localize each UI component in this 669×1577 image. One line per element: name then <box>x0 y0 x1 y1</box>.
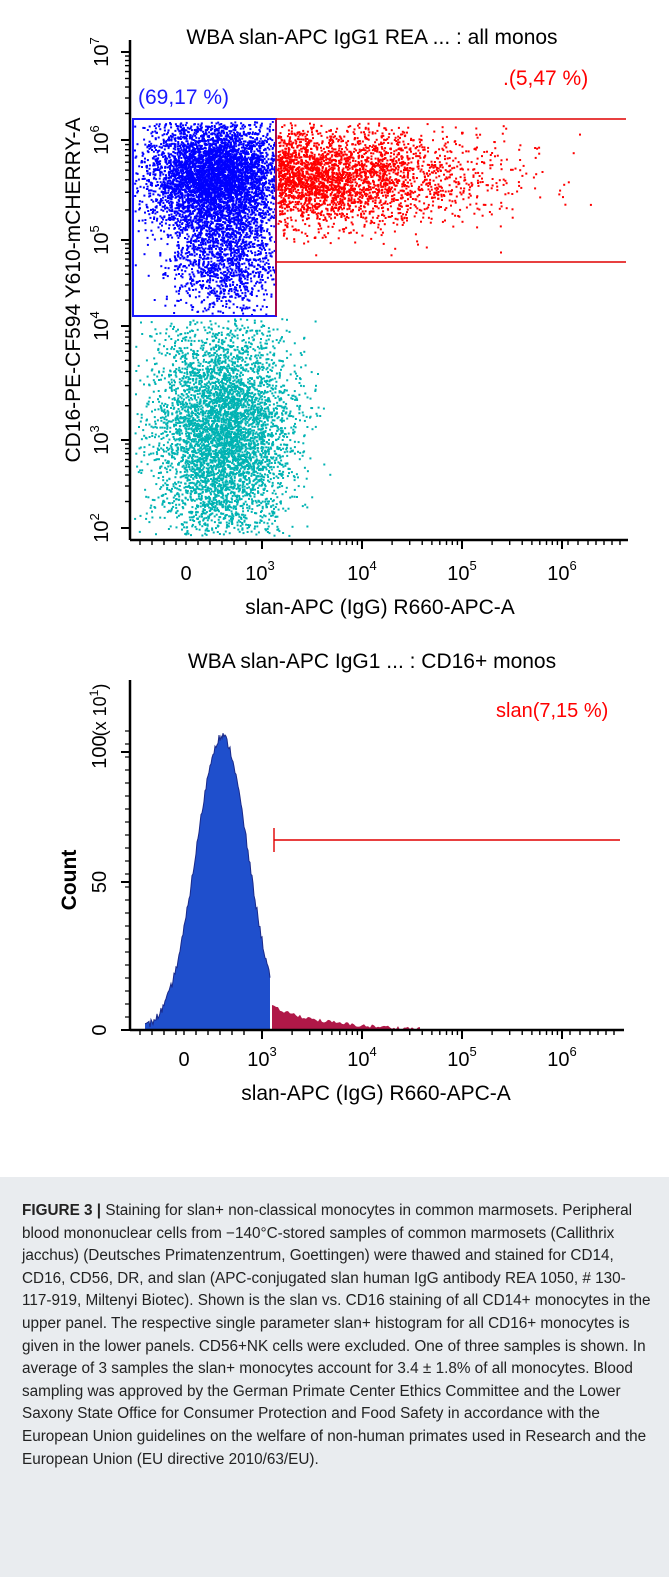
y-tick-label: 106 <box>87 125 113 154</box>
histogram-x-label: slan-APC (IgG) R660-APC-A <box>241 1082 511 1105</box>
y-tick-label: 103 <box>87 425 113 454</box>
x-tick-label: 106 <box>547 558 576 585</box>
x-tick-label: 105 <box>447 558 476 585</box>
histogram-positive-area <box>272 1005 420 1030</box>
population-cyan <box>134 318 331 537</box>
gate-red-label: .(5,47 %) <box>503 67 588 90</box>
scatter-x-ticks <box>140 540 620 549</box>
histogram-y-ticks <box>121 731 130 1030</box>
x-tick-label: 0 <box>178 1049 189 1071</box>
scatter-x-label: slan-APC (IgG) R660-APC-A <box>245 596 515 619</box>
histogram-y-label: Count <box>58 850 81 911</box>
figure-caption: FIGURE 3 | Staining for slan+ non-classi… <box>22 1200 652 1471</box>
y-tick-label: 50 <box>89 871 111 893</box>
scatter-x-tick-labels: 0 103 104 105 106 <box>180 558 576 585</box>
caption-text: Staining for slan+ non-classical monocyt… <box>22 1202 650 1468</box>
population-blue <box>134 121 276 316</box>
histogram-x-ticks <box>140 1030 614 1039</box>
slan-gate-label: slan(7,15 %) <box>496 700 608 722</box>
histogram-title: WBA slan-APC IgG1 ... : CD16+ monos <box>188 650 556 673</box>
y-tick-label: 100 <box>89 735 111 768</box>
x-tick-label: 104 <box>347 558 376 585</box>
scatter-panel: WBA slan-APC IgG1 REA ... : all monos (6… <box>62 26 628 619</box>
histogram-panel: WBA slan-APC IgG1 ... : CD16+ monos slan… <box>58 650 624 1105</box>
x-tick-label: 105 <box>447 1044 476 1071</box>
population-red <box>277 122 592 256</box>
figure-label: FIGURE 3 | <box>22 1202 101 1219</box>
y-tick-label: 105 <box>87 225 113 254</box>
x-tick-label: 0 <box>180 563 191 585</box>
scatter-y-label: CD16-PE-CF594 Y610-mCHERRY-A <box>62 117 85 462</box>
y-tick-label: 0 <box>89 1024 111 1035</box>
x-tick-label: 103 <box>247 1044 276 1071</box>
figure-svg: WBA slan-APC IgG1 REA ... : all monos (6… <box>0 0 669 1180</box>
histogram-y-tick-labels: 0 50 100 <box>89 735 111 1035</box>
histogram-y-multiplier: (x 101) <box>87 684 110 737</box>
x-tick-label: 103 <box>245 558 274 585</box>
x-tick-label: 106 <box>547 1044 576 1071</box>
x-tick-label: 104 <box>347 1044 376 1071</box>
y-tick-label: 104 <box>87 311 113 340</box>
scatter-y-tick-labels: 102 103 104 105 106 107 <box>87 37 113 542</box>
scatter-title: WBA slan-APC IgG1 REA ... : all monos <box>186 26 557 49</box>
y-tick-label: 102 <box>87 513 113 542</box>
histogram-x-tick-labels: 0 103 104 105 106 <box>178 1044 576 1071</box>
y-tick-label: 107 <box>87 37 113 66</box>
scatter-y-ticks <box>121 52 130 528</box>
gate-blue-label: (69,17 %) <box>138 86 229 109</box>
